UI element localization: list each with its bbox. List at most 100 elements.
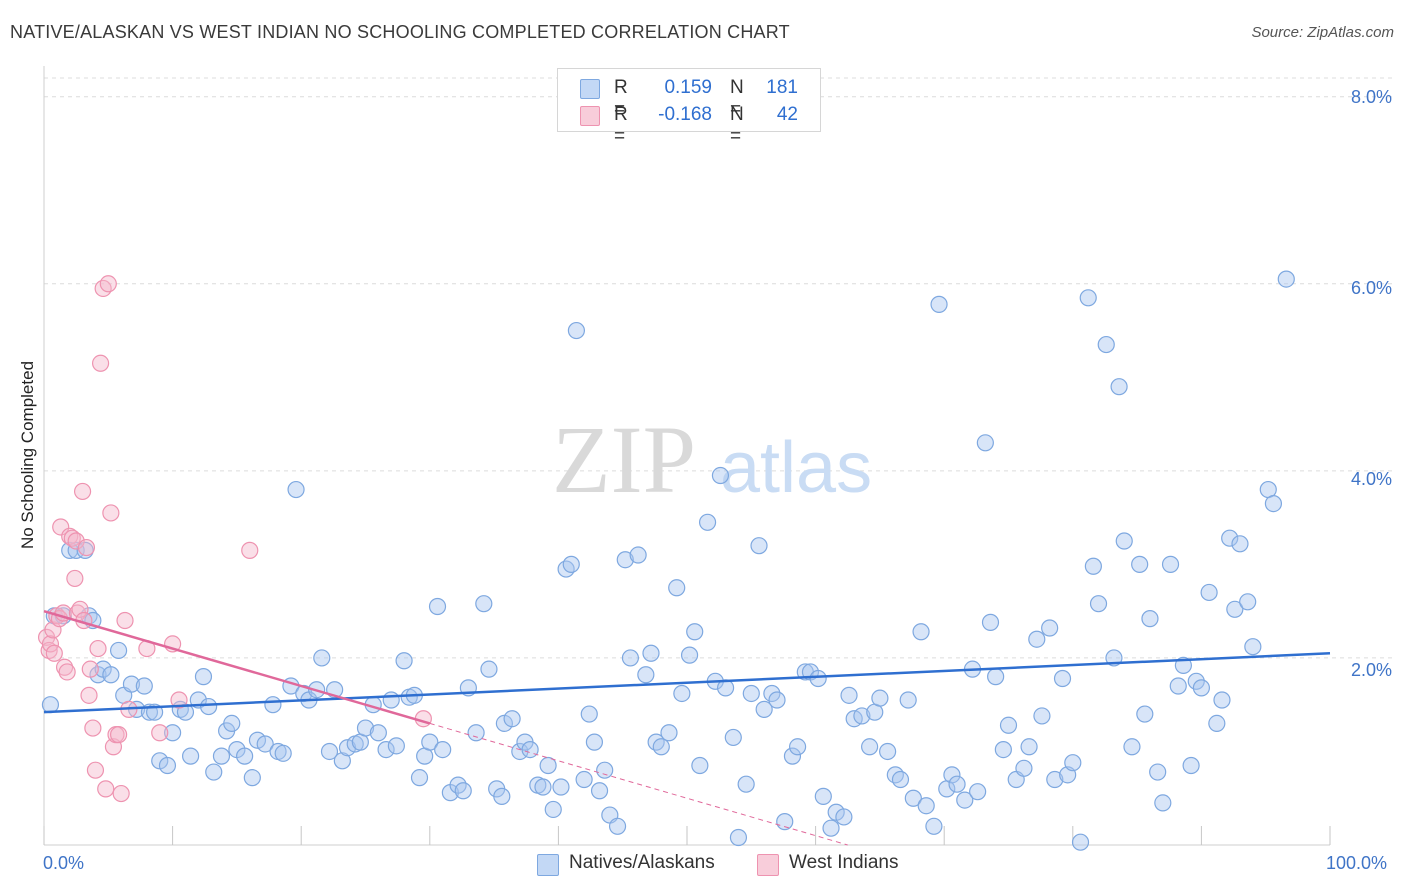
- west-indian-point: [97, 780, 115, 798]
- native-point: [886, 766, 904, 784]
- native-point: [1110, 378, 1128, 396]
- native-point: [1084, 557, 1102, 575]
- axes: [43, 66, 1331, 846]
- y-axis-label: No Schooling Completed: [18, 360, 37, 550]
- west-indian-point: [94, 279, 112, 298]
- west-indian-point: [170, 691, 188, 709]
- y-tick-label-8: 8.0%: [1350, 87, 1392, 107]
- native-point: [1041, 619, 1059, 637]
- n-label: N =: [730, 77, 744, 120]
- native-point: [1239, 593, 1257, 611]
- native-point: [102, 666, 120, 684]
- west-indian-point: [112, 784, 130, 803]
- native-point: [1046, 770, 1064, 789]
- native-point: [580, 705, 598, 723]
- native-point: [76, 541, 94, 559]
- native-point: [194, 668, 213, 686]
- native-point: [652, 738, 670, 756]
- trend-lines: [43, 609, 1331, 846]
- native-point: [562, 555, 580, 573]
- native-point: [930, 295, 948, 313]
- native-point: [899, 691, 917, 709]
- native-point: [1097, 335, 1115, 354]
- legend-west-indians-label: West Indians: [789, 852, 899, 873]
- native-point: [1020, 738, 1038, 756]
- native-point: [616, 551, 634, 569]
- chart-title: NATIVE/ALASKAN VS WEST INDIAN NO SCHOOLI…: [10, 22, 790, 42]
- native-point: [724, 728, 742, 747]
- west-indian-point: [84, 719, 102, 737]
- native-point: [320, 742, 339, 761]
- native-point: [742, 684, 760, 703]
- grid-lines: [44, 77, 1392, 659]
- native-point: [755, 700, 773, 718]
- west-indian-point: [66, 569, 84, 588]
- stats-legend: R = 0.159 N = 181 R = -0.168 N = 42: [557, 68, 821, 147]
- west-indian-point: [151, 724, 169, 742]
- native-point: [1149, 763, 1167, 781]
- native-point: [608, 817, 627, 835]
- west-indian-point: [77, 538, 96, 557]
- native-point: [788, 738, 807, 756]
- native-point: [382, 691, 400, 709]
- native-point: [256, 735, 274, 753]
- native-point: [1136, 705, 1154, 723]
- native-point: [783, 747, 802, 765]
- native-point: [891, 770, 910, 789]
- legend-west-indians-swatch: [757, 854, 779, 876]
- native-point: [981, 613, 1000, 631]
- native-point: [493, 787, 511, 805]
- native-point: [680, 646, 699, 664]
- native-point: [1079, 289, 1097, 307]
- native-point: [879, 742, 897, 761]
- west-indian-point: [99, 275, 117, 293]
- y-tick-label-2: 2.0%: [1350, 660, 1392, 680]
- native-point: [1231, 535, 1249, 553]
- west-indian-point: [52, 518, 70, 536]
- native-point: [1161, 555, 1180, 573]
- native-point: [1015, 759, 1033, 777]
- west-indian-point: [80, 686, 98, 704]
- source-label: Source: ZipAtlas.com: [1251, 24, 1394, 41]
- native-point: [637, 666, 655, 684]
- native-point: [274, 744, 292, 762]
- native-point: [421, 733, 439, 751]
- native-point: [621, 649, 640, 667]
- native-point: [987, 668, 1005, 686]
- native-point: [776, 813, 794, 831]
- native-point: [1226, 600, 1244, 618]
- native-point: [41, 696, 60, 714]
- native-point: [1141, 610, 1159, 628]
- legend-natives-swatch: [537, 854, 559, 876]
- west-indian-point: [89, 639, 107, 658]
- native-point: [475, 595, 493, 613]
- native-point: [1071, 833, 1090, 851]
- native-point: [557, 560, 575, 578]
- west-indians-swatch: [580, 106, 600, 126]
- native-point: [313, 649, 331, 667]
- west-indian-trend-line: [43, 609, 431, 725]
- native-point: [1033, 707, 1051, 725]
- native-point: [750, 537, 768, 555]
- native-point: [976, 434, 994, 452]
- native-point: [660, 724, 678, 742]
- native-point: [590, 782, 609, 800]
- native-point: [835, 808, 853, 826]
- native-point: [691, 756, 709, 775]
- native-point: [164, 724, 182, 742]
- native-point: [1277, 270, 1295, 288]
- native-point: [642, 644, 660, 662]
- west-indian-point: [67, 532, 85, 550]
- r-label: R =: [614, 77, 628, 120]
- native-point: [1028, 630, 1046, 648]
- native-point: [503, 710, 521, 728]
- native-point: [822, 819, 840, 837]
- native-point: [925, 817, 943, 835]
- native-point: [912, 623, 930, 641]
- native-point: [369, 724, 387, 742]
- west-indian-point: [81, 660, 99, 678]
- west-indian-point: [55, 658, 74, 676]
- native-point: [686, 623, 704, 641]
- native-point: [434, 740, 452, 759]
